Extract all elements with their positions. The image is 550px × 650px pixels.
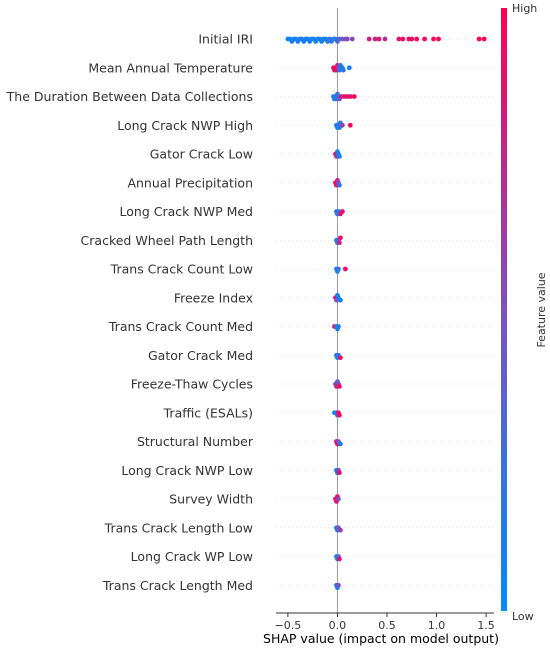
shap-point (337, 470, 342, 476)
x-axis: −0.5 0.0 0.5 1.0 1.5 (275, 612, 495, 632)
x-tick-label: 0.0 (329, 619, 347, 632)
shap-point (337, 556, 342, 562)
shap-point (382, 36, 388, 42)
x-tick-label: −0.5 (275, 619, 302, 632)
shap-point (476, 36, 482, 42)
shap-point (338, 355, 343, 361)
shap-point (346, 65, 352, 71)
feature-label: Long Crack NWP High (117, 118, 253, 133)
shap-point (338, 527, 343, 533)
shap-point (376, 36, 382, 42)
feature-label: Initial IRI (198, 32, 253, 47)
shap-point (436, 36, 441, 42)
shap-point (431, 36, 436, 42)
shap-point (400, 36, 406, 42)
shap-point (336, 324, 341, 329)
feature-rows: Initial IRI Mean Annual Temperature The Du… (6, 32, 494, 593)
shap-point (338, 297, 343, 303)
shap-point (351, 94, 357, 99)
feature-label: Freeze Index (174, 290, 253, 305)
shap-point (338, 235, 343, 241)
feature-label: Annual Precipitation (127, 175, 253, 190)
shap-point (342, 266, 348, 272)
shap-point (422, 36, 428, 42)
colorbar-title: Feature value (535, 272, 548, 347)
feature-label: The Duration Between Data Collections (6, 89, 253, 104)
shap-point (338, 441, 343, 447)
shap-point (336, 582, 341, 588)
feature-label: Traffic (ESALs) (163, 405, 253, 420)
shap-point (366, 36, 372, 42)
feature-label: Mean Annual Temperature (88, 60, 253, 75)
feature-label: Trans Crack Length Med (102, 578, 253, 593)
shap-point (349, 36, 355, 42)
colorbar-high-label: High (512, 2, 537, 15)
shap-point (347, 122, 353, 128)
feature-label: Gator Crack Low (150, 147, 253, 162)
colorbar-gradient (501, 8, 507, 611)
shap-points (285, 36, 487, 591)
colorbar: High Low Feature value (501, 2, 548, 623)
x-tick-label: 1.5 (477, 619, 495, 632)
shap-point (337, 384, 342, 389)
x-tick-label: 1.0 (428, 619, 446, 632)
shap-point (336, 496, 341, 502)
colorbar-low-label: Low (512, 610, 534, 623)
x-tick-label: 0.5 (378, 619, 396, 632)
shap-point (414, 36, 420, 42)
feature-label: Survey Width (169, 492, 253, 507)
shap-point (340, 67, 346, 73)
feature-label: Structural Number (137, 434, 254, 449)
shap-point (339, 209, 345, 214)
feature-label: Long Crack WP Low (131, 549, 253, 564)
feature-label: Cracked Wheel Path Length (81, 233, 253, 248)
feature-label: Long Crack NWP Low (121, 463, 253, 478)
shap-point (336, 266, 341, 272)
shap-point (337, 240, 342, 246)
feature-label: Trans Crack Length Low (104, 520, 253, 535)
shap-point (409, 36, 415, 42)
shap-point (347, 94, 353, 99)
feature-label: Trans Crack Count Low (110, 262, 253, 277)
shap-point (337, 154, 342, 159)
feature-label: Trans Crack Count Med (108, 319, 253, 334)
feature-label: Long Crack NWP Med (120, 204, 253, 219)
x-axis-title: SHAP value (impact on model output) (263, 631, 499, 646)
shap-point (396, 36, 402, 42)
shap-point (337, 412, 342, 418)
shap-point (372, 36, 378, 42)
shap-point (344, 36, 350, 42)
shap-point (339, 122, 345, 128)
shap-point (481, 36, 487, 42)
feature-label: Gator Crack Med (148, 348, 253, 363)
shap-point (337, 182, 342, 188)
feature-label: Freeze-Thaw Cycles (131, 377, 253, 392)
